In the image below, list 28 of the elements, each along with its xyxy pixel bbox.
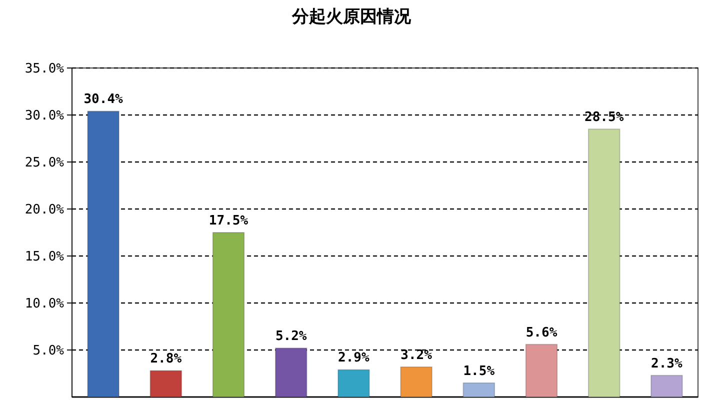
data-label: 5.2% <box>275 329 307 344</box>
y-tick-label: 15.0% <box>24 250 64 265</box>
y-tick-label: 25.0% <box>24 156 64 171</box>
chart-title: 分起火原因情况 <box>291 7 412 27</box>
data-label: 28.5% <box>584 110 624 126</box>
data-label: 2.3% <box>651 356 683 372</box>
data-label: 17.5% <box>208 214 248 228</box>
y-tick-label: 5.0% <box>32 344 64 359</box>
data-label: 5.6% <box>526 325 558 340</box>
y-tick-label: 30.0% <box>24 108 64 124</box>
bar <box>274 348 308 398</box>
bar <box>150 370 182 398</box>
bar <box>525 344 558 398</box>
bar <box>462 382 496 398</box>
data-label: 2.8% <box>150 352 182 367</box>
bar <box>588 128 620 398</box>
data-label: 30.4% <box>84 92 124 108</box>
bar <box>400 366 432 398</box>
data-label: 2.9% <box>338 350 370 366</box>
y-tick-label: 35.0% <box>24 62 64 77</box>
data-label: 1.5% <box>463 364 495 379</box>
y-tick-label: 20.0% <box>24 202 64 218</box>
bar <box>212 232 245 398</box>
data-label: 3.2% <box>400 348 432 363</box>
y-tick-label: 10.0% <box>24 296 64 312</box>
bar <box>338 369 370 398</box>
bar <box>87 110 120 398</box>
bar <box>650 374 683 398</box>
